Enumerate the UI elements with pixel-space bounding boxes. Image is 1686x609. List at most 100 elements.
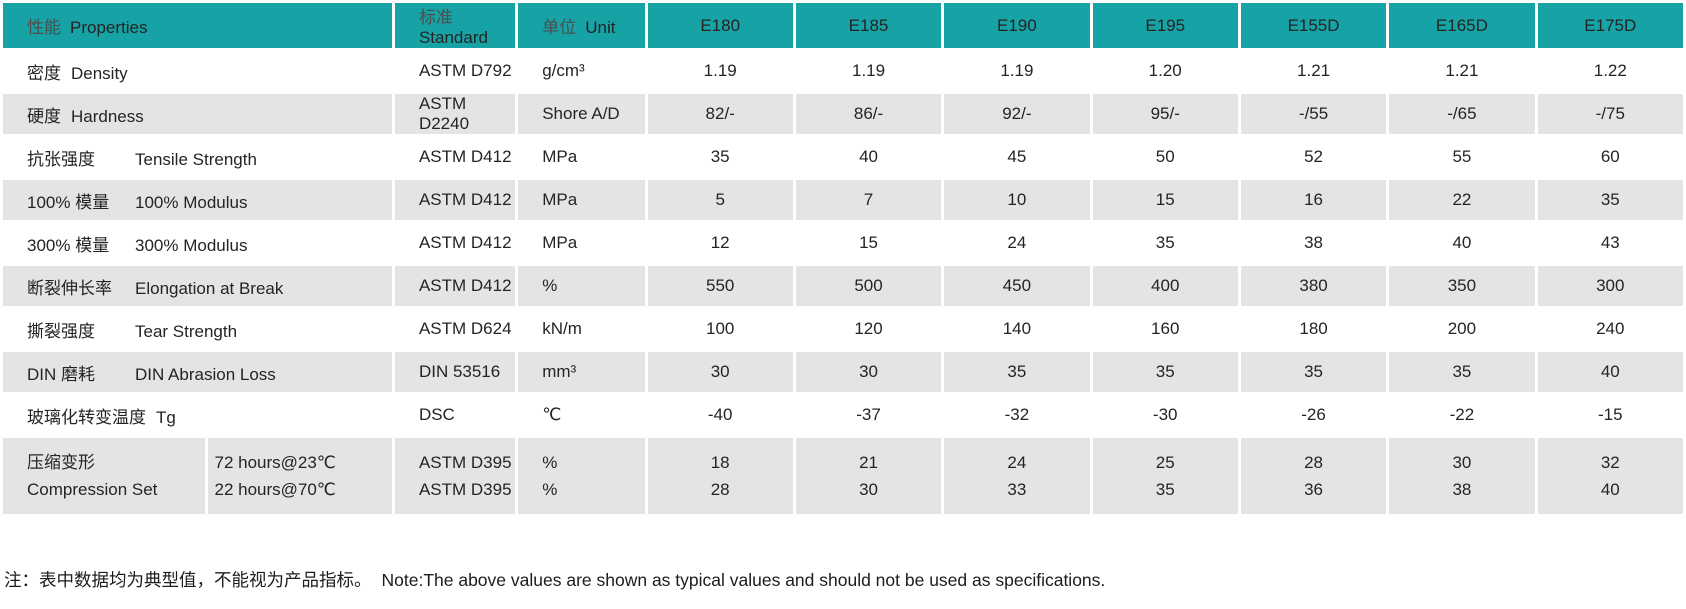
property-label-en: Compression Set <box>27 480 158 499</box>
value-cell: -40 <box>647 395 793 435</box>
unit-header-zh: 单位 <box>542 18 577 37</box>
value-cell: 120 <box>795 309 942 349</box>
standard-line: ASTM D395 <box>418 480 512 499</box>
value-cell: -/55 <box>1240 94 1387 134</box>
value-cell: 400 <box>1092 266 1238 306</box>
property-label-zh: 玻璃化转变温度 <box>27 407 146 427</box>
value-cell: 82/- <box>647 94 793 134</box>
unit-cell: Shore A/D <box>518 94 645 134</box>
value-cell: 180 <box>1240 309 1387 349</box>
value-cell: 52 <box>1240 137 1387 177</box>
value-cell: 35 <box>1092 352 1238 392</box>
property-label-zh: 断裂伸长率 <box>27 278 112 298</box>
value-cell: 1.21 <box>1389 51 1535 91</box>
property-label-zh: 硬度 <box>27 106 61 126</box>
value-cell: 35 <box>944 352 1090 392</box>
column-header-unit: 单位 Unit <box>518 3 645 48</box>
unit-header-en: Unit <box>585 18 616 37</box>
footnote-en: Note:The above values are shown as typic… <box>381 570 1106 590</box>
value-cell: 38 <box>1240 223 1387 263</box>
value-cell: 95/- <box>1092 94 1238 134</box>
property-cell: 撕裂强度 Tear Strength <box>3 309 392 349</box>
condition-line: 72 hours@23℃ <box>214 453 336 472</box>
column-header-grade: E155D <box>1240 3 1387 48</box>
value-cell: 24 <box>944 223 1090 263</box>
value-cell: 1.19 <box>647 51 793 91</box>
value-cell: 40 <box>795 137 942 177</box>
value-cell: 1.19 <box>944 51 1090 91</box>
table-row: 300% 模量 300% Modulus ASTM D412 MPa 12 15 24 35 3… <box>3 223 1683 263</box>
value-cell: -/65 <box>1389 94 1535 134</box>
unit-cell: MPa <box>518 223 645 263</box>
property-label-en: Tear Strength <box>135 321 238 341</box>
property-label-en: DIN Abrasion Loss <box>135 364 276 384</box>
footnote-zh: 注：表中数据均为典型值，不能视为产品指标。 <box>4 570 372 590</box>
property-label-en: Tg <box>156 407 176 427</box>
standard-header-en: Standard <box>418 28 488 47</box>
property-cell: 压缩变形 Compression Set <box>3 438 206 514</box>
properties-header-zh: 性能 <box>27 18 61 37</box>
unit-cell: kN/m <box>518 309 645 349</box>
column-header-grade: E195 <box>1092 3 1238 48</box>
value-cell: 21 30 <box>795 438 942 514</box>
unit-cell: mm³ <box>518 352 645 392</box>
value-cell: 40 <box>1537 352 1683 392</box>
table-row: 100% 模量 100% Modulus ASTM D412 MPa 5 7 10 15 16 2… <box>3 180 1683 220</box>
property-cell: 玻璃化转变温度 Tg <box>3 395 392 435</box>
value-cell: 50 <box>1092 137 1238 177</box>
column-header-standard: 标准Standard <box>394 3 516 48</box>
table-row: 断裂伸长率 Elongation at Break ASTM D412% 550 500… <box>3 266 1683 306</box>
value-cell: 10 <box>944 180 1090 220</box>
value-cell: 92/- <box>944 94 1090 134</box>
standard-cell: ASTM D792 <box>394 51 516 91</box>
standard-cell: ASTM D412 <box>394 223 516 263</box>
property-label-zh: 300% 模量 <box>27 235 110 255</box>
value-cell: 28 36 <box>1240 438 1387 514</box>
property-label-en: Hardness <box>71 106 144 126</box>
property-cell: 硬度 Hardness <box>3 94 392 134</box>
standard-cell: ASTM D624 <box>394 309 516 349</box>
value-cell: 380 <box>1240 266 1387 306</box>
value-cell: -/75 <box>1537 94 1683 134</box>
property-label-zh: 100% 模量 <box>27 192 110 212</box>
compression-set-section: 压缩变形 Compression Set 72 hours@23℃ 22 hou… <box>3 438 1683 514</box>
column-header-grade: E185 <box>795 3 942 48</box>
value-cell: 30 <box>647 352 793 392</box>
value-cell: -30 <box>1092 395 1238 435</box>
property-cell: 抗张强度 Tensile Strength <box>3 137 392 177</box>
value-cell: 140 <box>944 309 1090 349</box>
properties-header-en: Properties <box>70 18 148 37</box>
table-row: DIN 磨耗 DIN Abrasion Loss DIN 53516 mm³ 30 30 3… <box>3 352 1683 392</box>
table-row: 抗张强度 Tensile Strength ASTM D412 MPa 35 40 45 50… <box>3 137 1683 177</box>
value-cell: 12 <box>647 223 793 263</box>
value-cell: 1.22 <box>1537 51 1683 91</box>
value-cell: 35 <box>1537 180 1683 220</box>
standard-cell: DIN 53516 <box>394 352 516 392</box>
value-cell: 200 <box>1389 309 1535 349</box>
value-cell: 550 <box>647 266 793 306</box>
property-cell: 100% 模量 100% Modulus <box>3 180 392 220</box>
property-cell: 断裂伸长率 Elongation at Break <box>3 266 392 306</box>
value-cell: 30 38 <box>1389 438 1535 514</box>
value-cell: 22 <box>1389 180 1535 220</box>
standard-cell: DSC <box>394 395 516 435</box>
value-cell: 350 <box>1389 266 1535 306</box>
column-header-grade: E180 <box>647 3 793 48</box>
unit-line: % <box>542 480 558 499</box>
property-cell: 密度 Density <box>3 51 392 91</box>
unit-line: % <box>542 453 558 472</box>
footnote: 注：表中数据均为典型值，不能视为产品指标。 Note:The above valu… <box>4 567 1686 592</box>
value-cell: 86/- <box>795 94 942 134</box>
standard-header-zh: 标准 <box>418 8 453 27</box>
property-label-zh: 抗张强度 <box>27 149 95 169</box>
condition-cell: 72 hours@23℃ 22 hours@70℃ <box>208 438 392 514</box>
column-header-grade: E190 <box>944 3 1090 48</box>
column-header-grade: E175D <box>1537 3 1683 48</box>
value-cell: 40 <box>1389 223 1535 263</box>
property-label-zh: 压缩变形 <box>27 453 95 472</box>
value-cell: 35 <box>1092 223 1238 263</box>
condition-line: 22 hours@70℃ <box>214 480 336 499</box>
property-label-zh: 撕裂强度 <box>27 321 95 341</box>
value-cell: 35 <box>1389 352 1535 392</box>
